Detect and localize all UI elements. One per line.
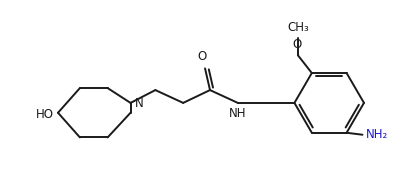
Text: HO: HO (36, 108, 54, 121)
Text: O: O (292, 38, 302, 51)
Text: NH: NH (229, 107, 247, 120)
Text: O: O (197, 50, 207, 63)
Text: N: N (134, 97, 143, 110)
Text: CH₃: CH₃ (287, 21, 309, 34)
Text: NH₂: NH₂ (365, 128, 388, 141)
